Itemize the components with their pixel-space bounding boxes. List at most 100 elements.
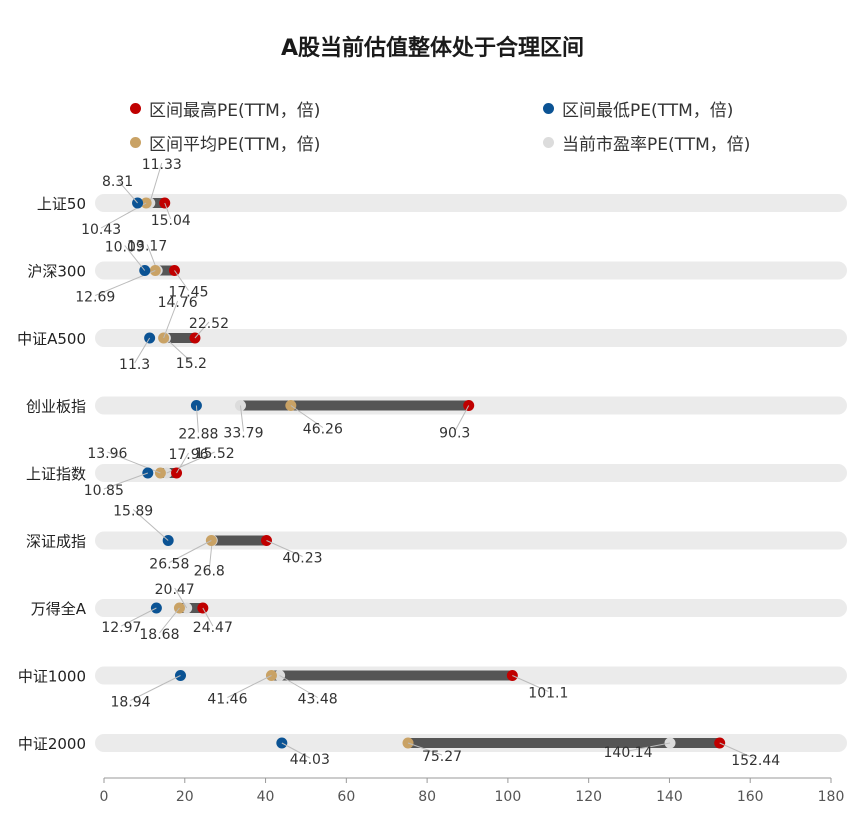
leader-line xyxy=(627,742,671,752)
leader-line xyxy=(194,321,210,339)
data-label-cur: 15.2 xyxy=(176,356,207,372)
chart-row: 中证2000 140.14 75.27 44.03 152.44 xyxy=(18,734,847,769)
data-label-max: 17.45 xyxy=(168,285,208,301)
leader-line xyxy=(124,245,146,271)
legend-item-cur: 当前市盈率PE(TTM，倍) xyxy=(543,130,750,155)
leader-line xyxy=(121,607,157,627)
leader-line xyxy=(290,405,324,428)
chart-row: 中证A500 15.2 14.76 11.3 22.52 xyxy=(17,295,847,373)
data-label-avg: 26.58 xyxy=(149,557,189,573)
data-label-min: 22.88 xyxy=(178,427,218,443)
x-tick-label: 60 xyxy=(337,789,355,805)
data-label-max: 22.52 xyxy=(189,316,229,332)
data-label-min: 11.3 xyxy=(119,357,150,373)
data-label-min: 10.09 xyxy=(105,240,145,256)
leader-line xyxy=(195,405,199,433)
x-tick-label: 80 xyxy=(418,789,436,805)
leader-line xyxy=(227,675,272,698)
x-tick-label: 20 xyxy=(176,789,194,805)
legend-avg-label: 区间平均PE(TTM，倍) xyxy=(149,135,321,155)
leader-line xyxy=(174,587,188,609)
chart-row: 创业板指 33.79 46.26 22.88 90.3 xyxy=(26,396,847,443)
data-label-min: 15.89 xyxy=(113,504,153,520)
category-label: 中证A500 xyxy=(17,330,86,348)
legend-min-label: 区间最低PE(TTM，倍) xyxy=(562,101,734,121)
category-label: 上证50 xyxy=(37,195,86,213)
category-label: 创业板指 xyxy=(26,398,86,416)
data-label-max: 24.47 xyxy=(193,620,233,636)
data-label-cur: 15.52 xyxy=(195,446,235,462)
data-label-avg: 75.27 xyxy=(422,749,462,765)
data-label-max: 17.96 xyxy=(168,447,208,463)
chart-row: 上证50 11.33 10.43 8.31 15.04 xyxy=(37,157,847,238)
leader-line xyxy=(149,162,163,204)
data-label-avg: 46.26 xyxy=(303,422,343,438)
leader-line xyxy=(159,607,180,634)
data-label-max: 90.3 xyxy=(439,426,470,442)
leader-line xyxy=(134,337,151,364)
leader-line xyxy=(164,202,172,220)
leader-line xyxy=(117,179,138,204)
data-label-max: 40.23 xyxy=(282,551,322,567)
category-label: 中证2000 xyxy=(18,735,86,753)
x-tick-label: 160 xyxy=(737,789,764,805)
legend-cur-dot-icon xyxy=(543,137,554,148)
data-label-cur: 13.17 xyxy=(127,239,167,255)
leader-line xyxy=(279,675,318,698)
leader-line xyxy=(239,405,244,432)
leader-line xyxy=(202,607,214,627)
category-label: 沪深300 xyxy=(27,263,86,281)
data-label-avg: 14.76 xyxy=(158,295,198,311)
data-label-max: 152.44 xyxy=(731,753,780,769)
data-label-min: 44.03 xyxy=(290,752,330,768)
data-label-max: 15.04 xyxy=(151,213,191,229)
legend-avg-dot-icon xyxy=(130,137,141,148)
data-label-avg: 12.69 xyxy=(75,290,115,306)
leader-line xyxy=(169,540,212,563)
chart-row: 中证1000 43.48 41.46 18.94 101.1 xyxy=(18,666,847,711)
leader-line xyxy=(512,675,549,692)
data-label-max: 101.1 xyxy=(528,686,568,702)
data-label-avg: 41.46 xyxy=(207,692,247,708)
leader-line xyxy=(174,270,189,291)
category-label: 深证成指 xyxy=(26,533,86,551)
leader-line xyxy=(132,509,169,541)
legend-item-avg: 区间平均PE(TTM，倍) xyxy=(130,130,320,155)
legend-item-min: 区间最低PE(TTM，倍) xyxy=(543,96,733,121)
x-tick-label: 180 xyxy=(818,789,845,805)
data-label-avg: 18.68 xyxy=(139,627,179,643)
x-tick-label: 140 xyxy=(656,789,683,805)
data-label-cur: 33.79 xyxy=(223,426,263,442)
leader-line xyxy=(281,742,311,759)
leader-line xyxy=(719,742,756,760)
category-label: 上证指数 xyxy=(26,465,86,483)
data-label-cur: 43.48 xyxy=(298,692,338,708)
chart-row: 深证成指 26.8 26.58 15.89 40.23 xyxy=(26,504,847,580)
data-label-cur: 140.14 xyxy=(604,745,653,761)
leader-line xyxy=(176,452,189,474)
x-tick-label: 0 xyxy=(100,789,109,805)
leader-line xyxy=(266,540,303,557)
chart-title: A股当前估值整体处于合理区间 xyxy=(280,36,585,61)
data-label-cur: 11.33 xyxy=(142,157,182,173)
chart-row: 上证指数 15.52 13.96 10.85 17.96 xyxy=(26,446,847,499)
leader-line xyxy=(407,742,443,756)
data-label-min: 12.97 xyxy=(101,620,141,636)
category-label: 万得全A xyxy=(31,600,87,618)
legend-min-dot-icon xyxy=(543,103,554,114)
x-tick-label: 100 xyxy=(495,789,522,805)
x-tick-label: 120 xyxy=(575,789,602,805)
data-label-min: 8.31 xyxy=(102,174,133,190)
data-label-cur: 26.8 xyxy=(194,564,225,580)
legend-item-max: 区间最高PE(TTM，倍) xyxy=(130,96,320,121)
data-label-min: 18.94 xyxy=(110,695,150,711)
legend-max-dot-icon xyxy=(130,103,141,114)
leader-line xyxy=(103,472,148,490)
leader-line xyxy=(165,337,192,363)
category-label: 中证1000 xyxy=(18,668,86,686)
data-label-avg: 13.96 xyxy=(87,446,127,462)
leader-line xyxy=(454,405,470,432)
legend-cur-label: 当前市盈率PE(TTM，倍) xyxy=(562,135,751,155)
